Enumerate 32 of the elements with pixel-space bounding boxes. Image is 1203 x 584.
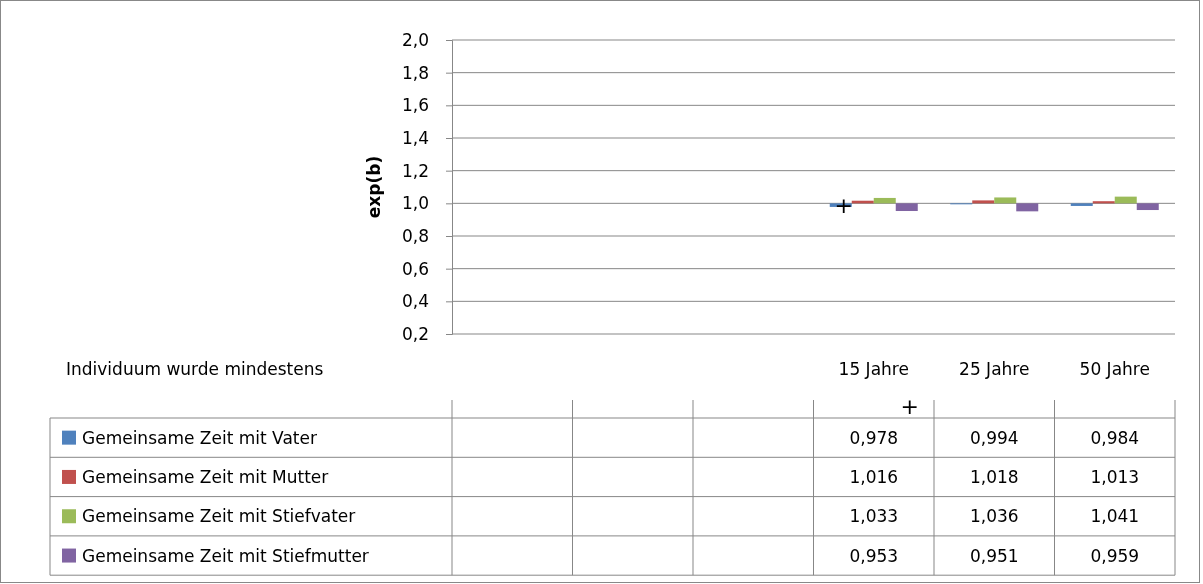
y-tick-label: 0,6 (401, 258, 429, 279)
data-label: 1,016 (849, 466, 899, 487)
y-tick-label: 0,8 (401, 225, 429, 246)
data-label: 0,951 (969, 545, 1019, 566)
data-label: 1,033 (849, 506, 899, 527)
x-tick-label: 15 Jahre (838, 359, 909, 379)
y-tick-label: 1,8 (401, 62, 429, 83)
x-tick-label: 50 Jahre (1079, 359, 1150, 379)
y-tick-label: 1,2 (401, 160, 429, 181)
x-axis-title: Individuum wurde mindestens (66, 359, 324, 379)
data-label: 1,036 (969, 506, 1019, 527)
y-tick-label: 1,0 (401, 193, 429, 214)
legend-label: Gemeinsame Zeit mit Stiefmutter (82, 545, 369, 566)
data-label: 0,984 (1090, 427, 1140, 448)
data-label: 1,041 (1090, 506, 1140, 527)
y-tick-label: 1,6 (401, 95, 429, 116)
data-label: 0,953 (849, 545, 899, 566)
data-label: 0,994 (969, 427, 1019, 448)
data-label: 1,018 (969, 466, 1019, 487)
legend-label: Gemeinsame Zeit mit Stiefvater (82, 506, 356, 527)
data-label: 1,013 (1090, 466, 1140, 487)
data-label: 0,959 (1090, 545, 1140, 566)
data-label: 0,978 (849, 427, 899, 448)
y-axis-title: exp(b) (364, 155, 384, 219)
y-tick-label: 0,2 (401, 323, 429, 344)
text: + (900, 394, 919, 419)
y-tick-label: 1,4 (401, 127, 429, 148)
x-tick-label: 25 Jahre (959, 359, 1030, 379)
y-tick-label: 2,0 (401, 29, 429, 50)
legend-label: Gemeinsame Zeit mit Vater (82, 427, 317, 448)
legend-label: Gemeinsame Zeit mit Mutter (82, 466, 329, 487)
y-tick-label: 0,4 (401, 291, 429, 312)
